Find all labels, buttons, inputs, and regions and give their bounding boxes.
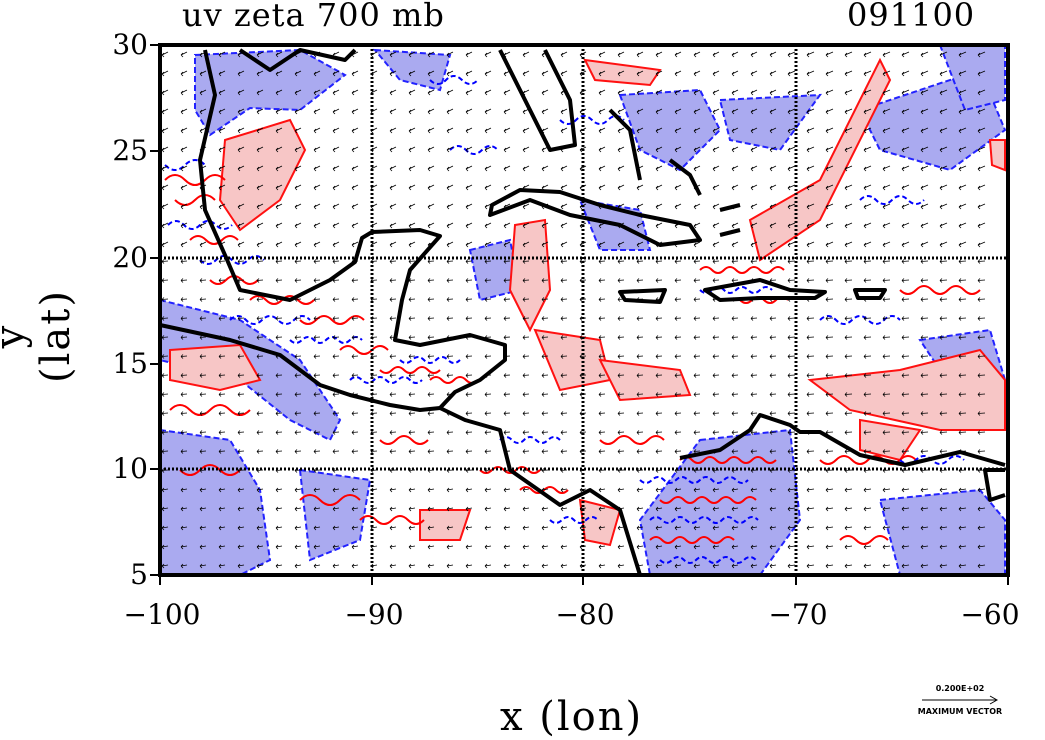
negative-vorticity-fill — [159, 44, 1007, 576]
map-timestamp: 091100 — [847, 0, 976, 34]
wind-vector-arrows — [161, 51, 986, 569]
x-tick-label: −70 — [768, 598, 828, 631]
y-tick-label: 20 — [112, 241, 148, 274]
gridlines — [160, 45, 1008, 575]
y-tick-label: 5 — [130, 558, 148, 591]
x-tick-label: −100 — [123, 598, 201, 631]
map-title: uv zeta 700 mb — [182, 0, 445, 34]
y-tick-label: 25 — [112, 134, 148, 167]
positive-vorticity-fill — [169, 57, 1006, 547]
y-tick-label: 30 — [112, 28, 148, 61]
reference-vector-label: MAXIMUM VECTOR — [917, 707, 1003, 716]
wind-vectors — [161, 51, 986, 569]
reference-vector-value: 0.200E+02 — [935, 684, 985, 693]
coastlines — [159, 48, 1006, 576]
y-tick-label: 10 — [112, 452, 148, 485]
reference-vector-legend: 0.200E+02 MAXIMUM VECTOR — [905, 684, 1015, 716]
tick-marks — [150, 44, 1009, 585]
y-tick-label: 15 — [112, 347, 148, 380]
x-axis-label: x (lon) — [500, 694, 644, 740]
y-axis-label: y (lat) — [0, 289, 79, 383]
x-tick-label: −60 — [960, 598, 1020, 631]
x-tick-label: −80 — [555, 598, 615, 631]
x-tick-label: −90 — [344, 598, 404, 631]
reference-arrow-icon — [922, 695, 999, 705]
